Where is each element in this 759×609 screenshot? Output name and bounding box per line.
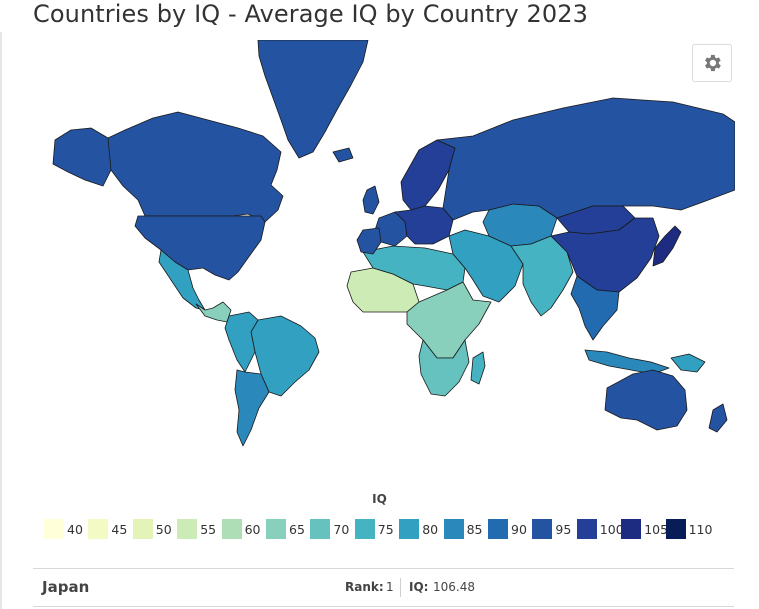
legend-item-55[interactable]: 55 bbox=[177, 518, 216, 540]
page-title: Countries by IQ - Average IQ by Country … bbox=[33, 0, 588, 28]
region-russia[interactable] bbox=[436, 97, 735, 221]
region-central-america[interactable] bbox=[195, 301, 232, 323]
legend-label: 110 bbox=[688, 521, 713, 537]
legend-label: 55 bbox=[200, 521, 217, 537]
legend-item-100[interactable]: 100 bbox=[576, 518, 624, 540]
gear-icon bbox=[705, 54, 721, 72]
region-canada[interactable] bbox=[102, 111, 284, 223]
stat-divider bbox=[400, 578, 401, 597]
region-australia[interactable] bbox=[604, 369, 688, 431]
legend-label: 85 bbox=[466, 521, 483, 537]
region-alaska-usa[interactable] bbox=[52, 127, 112, 187]
info-divider-top bbox=[33, 568, 734, 569]
region-united-states[interactable] bbox=[134, 215, 266, 281]
region-middle-east[interactable] bbox=[448, 229, 524, 303]
region-united-kingdom[interactable] bbox=[362, 185, 380, 215]
rank-value: 1 bbox=[386, 580, 394, 594]
legend-item-110[interactable]: 110 bbox=[665, 518, 713, 540]
region-andean-south-america[interactable] bbox=[224, 311, 259, 373]
region-central-east-africa[interactable] bbox=[406, 281, 492, 359]
legend-label: 45 bbox=[111, 521, 128, 537]
legend-swatch bbox=[266, 519, 286, 539]
settings-button[interactable] bbox=[692, 44, 732, 82]
iq-label: IQ: bbox=[409, 580, 429, 594]
map-canvas[interactable] bbox=[33, 40, 735, 470]
legend-item-105[interactable]: 105 bbox=[621, 518, 668, 540]
legend-label: 70 bbox=[333, 521, 350, 537]
legend-swatch bbox=[354, 519, 375, 539]
legend-item-60[interactable]: 60 bbox=[221, 518, 261, 540]
legend-item-85[interactable]: 85 bbox=[443, 518, 483, 540]
legend-label: 65 bbox=[289, 521, 305, 537]
legend-swatch bbox=[44, 519, 64, 539]
legend-swatch bbox=[132, 519, 153, 539]
legend-title: IQ bbox=[372, 492, 387, 506]
region-northern-europe[interactable] bbox=[400, 139, 456, 211]
legend-item-70[interactable]: 70 bbox=[310, 518, 349, 540]
legend-label: 60 bbox=[244, 521, 261, 537]
legend-swatch bbox=[177, 519, 198, 539]
legend-swatch bbox=[621, 519, 642, 539]
legend-label: 100 bbox=[599, 521, 624, 537]
legend-item-90[interactable]: 90 bbox=[488, 518, 527, 540]
legend-label: 75 bbox=[377, 521, 394, 537]
legend-label: 40 bbox=[67, 521, 83, 537]
legend-swatch bbox=[532, 519, 553, 539]
region-india-south-asia[interactable] bbox=[510, 235, 574, 317]
rank-label: Rank: bbox=[345, 580, 384, 594]
legend-swatch bbox=[310, 519, 331, 539]
region-iberia[interactable] bbox=[356, 227, 382, 255]
legend-item-50[interactable]: 50 bbox=[132, 518, 172, 540]
legend-swatch bbox=[576, 519, 597, 539]
legend-item-75[interactable]: 75 bbox=[354, 518, 394, 540]
legend-swatch bbox=[443, 519, 464, 539]
legend-item-80[interactable]: 80 bbox=[399, 518, 438, 540]
region-japan[interactable] bbox=[652, 225, 682, 267]
legend-swatch bbox=[488, 519, 508, 539]
legend-item-95[interactable]: 95 bbox=[532, 518, 571, 540]
region-indonesia[interactable] bbox=[584, 349, 670, 375]
legend-swatch bbox=[88, 519, 109, 539]
iq-value: 106.48 bbox=[433, 580, 475, 594]
legend-label: 95 bbox=[555, 521, 572, 537]
legend-label: 90 bbox=[511, 521, 527, 537]
region-southern-africa[interactable] bbox=[418, 339, 470, 397]
legend-item-40[interactable]: 40 bbox=[44, 518, 83, 540]
region-papua-new-guinea[interactable] bbox=[670, 353, 706, 373]
info-divider-bottom bbox=[33, 606, 734, 607]
region-iceland[interactable] bbox=[332, 147, 354, 163]
legend-item-65[interactable]: 65 bbox=[266, 518, 305, 540]
region-new-zealand[interactable] bbox=[708, 403, 728, 433]
legend-swatch bbox=[221, 519, 242, 539]
legend-label: 50 bbox=[155, 521, 172, 537]
legend-label: 105 bbox=[644, 521, 669, 537]
world-map[interactable] bbox=[33, 40, 735, 470]
legend-swatch bbox=[399, 519, 420, 539]
selected-country-name: Japan bbox=[42, 578, 90, 596]
legend-label: 80 bbox=[422, 521, 439, 537]
region-greenland[interactable] bbox=[257, 40, 369, 159]
legend-swatch bbox=[665, 519, 686, 539]
region-argentina-chile[interactable] bbox=[234, 369, 270, 447]
legend-item-45[interactable]: 45 bbox=[88, 518, 127, 540]
region-madagascar[interactable] bbox=[470, 351, 486, 385]
left-border bbox=[0, 32, 2, 609]
region-southeast-asia[interactable] bbox=[570, 275, 620, 341]
